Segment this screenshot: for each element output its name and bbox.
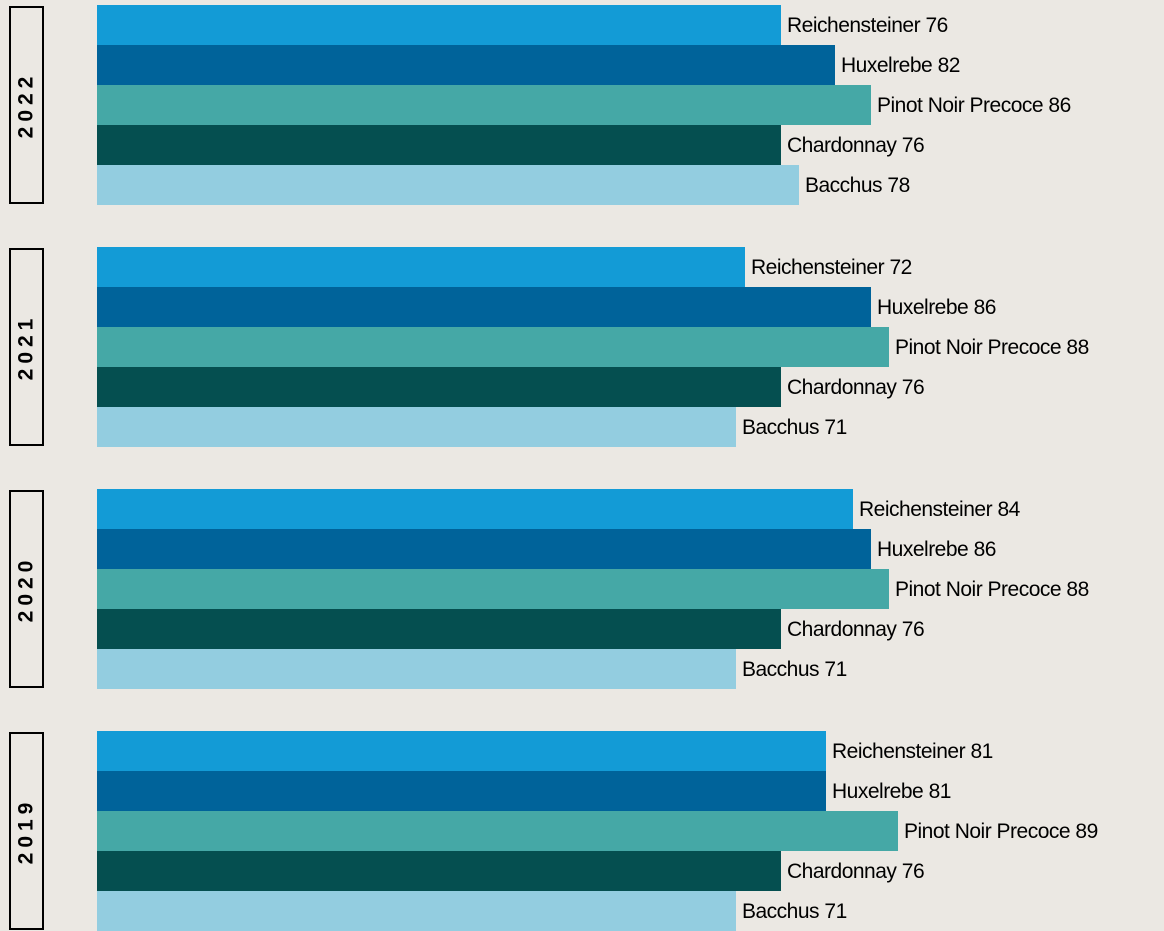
bar bbox=[97, 731, 826, 771]
series-name: Reichensteiner bbox=[859, 498, 993, 521]
bar-label: Reichensteiner 84 bbox=[859, 498, 1021, 521]
bar bbox=[97, 771, 826, 811]
value-label: 76 bbox=[902, 860, 924, 883]
bar bbox=[97, 85, 871, 125]
bar bbox=[97, 891, 736, 931]
bar-label: Huxelrebe 81 bbox=[832, 780, 951, 803]
series-name: Pinot Noir Precoce bbox=[895, 336, 1061, 359]
series-name: Chardonnay bbox=[787, 376, 897, 399]
value-label: 88 bbox=[1066, 578, 1088, 601]
series-name: Chardonnay bbox=[787, 134, 897, 157]
series-name: Bacchus bbox=[805, 174, 882, 197]
value-label: 82 bbox=[938, 54, 960, 77]
bar-label: Bacchus 78 bbox=[805, 174, 910, 197]
value-label: 81 bbox=[970, 740, 992, 763]
bar bbox=[97, 165, 799, 205]
bar bbox=[97, 529, 871, 569]
value-label: 88 bbox=[1066, 336, 1088, 359]
bar bbox=[97, 851, 781, 891]
bar-label: Chardonnay 76 bbox=[787, 376, 924, 399]
value-label: 76 bbox=[925, 14, 947, 37]
bar bbox=[97, 5, 781, 45]
series-name: Chardonnay bbox=[787, 618, 897, 641]
bar bbox=[97, 45, 835, 85]
bar bbox=[97, 649, 736, 689]
value-label: 76 bbox=[902, 618, 924, 641]
year-box bbox=[9, 248, 44, 446]
value-label: 86 bbox=[974, 296, 996, 319]
series-name: Chardonnay bbox=[787, 860, 897, 883]
value-label: 89 bbox=[1075, 820, 1097, 843]
bar bbox=[97, 569, 889, 609]
series-name: Reichensteiner bbox=[751, 256, 885, 279]
bar-label: Chardonnay 76 bbox=[787, 860, 924, 883]
bar-label: Chardonnay 76 bbox=[787, 618, 924, 641]
series-name: Reichensteiner bbox=[832, 740, 966, 763]
year-label: 2020 bbox=[15, 556, 38, 623]
series-name: Huxelrebe bbox=[877, 296, 968, 319]
value-label: 84 bbox=[997, 498, 1020, 521]
value-label: 71 bbox=[824, 900, 846, 923]
bar bbox=[97, 367, 781, 407]
value-label: 86 bbox=[974, 538, 996, 561]
series-name: Pinot Noir Precoce bbox=[904, 820, 1070, 843]
series-name: Pinot Noir Precoce bbox=[895, 578, 1061, 601]
bar-label: Huxelrebe 86 bbox=[877, 296, 996, 319]
year-box bbox=[9, 6, 44, 204]
year-label: 2019 bbox=[15, 798, 38, 865]
value-label: 76 bbox=[902, 376, 924, 399]
value-label: 71 bbox=[824, 416, 846, 439]
bar bbox=[97, 407, 736, 447]
bar bbox=[97, 811, 898, 851]
bar bbox=[97, 327, 889, 367]
series-name: Huxelrebe bbox=[877, 538, 968, 561]
year-label: 2022 bbox=[15, 72, 38, 139]
bar-label: Pinot Noir Precoce 88 bbox=[895, 578, 1089, 601]
bar bbox=[97, 489, 853, 529]
bar-label: Bacchus 71 bbox=[742, 658, 847, 681]
value-label: 81 bbox=[929, 780, 951, 803]
year-box bbox=[9, 732, 44, 930]
series-name: Bacchus bbox=[742, 900, 819, 923]
bar-label: Huxelrebe 86 bbox=[877, 538, 996, 561]
value-label: 76 bbox=[902, 134, 924, 157]
bar-label: Pinot Noir Precoce 88 bbox=[895, 336, 1089, 359]
bar bbox=[97, 609, 781, 649]
bar bbox=[97, 287, 871, 327]
year-label: 2021 bbox=[15, 314, 38, 381]
value-label: 71 bbox=[824, 658, 846, 681]
series-name: Bacchus bbox=[742, 658, 819, 681]
bar-label: Huxelrebe 82 bbox=[841, 54, 960, 77]
bar-label: Bacchus 71 bbox=[742, 416, 847, 439]
bar-label: Chardonnay 76 bbox=[787, 134, 924, 157]
year-box bbox=[9, 490, 44, 688]
series-name: Bacchus bbox=[742, 416, 819, 439]
value-label: 72 bbox=[889, 256, 911, 279]
bar bbox=[97, 125, 781, 165]
bar-label: Reichensteiner 76 bbox=[787, 14, 948, 37]
bar bbox=[97, 247, 745, 287]
value-label: 86 bbox=[1048, 94, 1070, 117]
series-name: Huxelrebe bbox=[832, 780, 923, 803]
value-label: 78 bbox=[887, 174, 909, 197]
bar-label: Pinot Noir Precoce 89 bbox=[904, 820, 1098, 843]
bar-label: Reichensteiner 81 bbox=[832, 740, 993, 763]
series-name: Pinot Noir Precoce bbox=[877, 94, 1043, 117]
bar-label: Pinot Noir Precoce 86 bbox=[877, 94, 1071, 117]
bar-label: Reichensteiner 72 bbox=[751, 256, 912, 279]
series-name: Reichensteiner bbox=[787, 14, 921, 37]
bar-label: Bacchus 71 bbox=[742, 900, 847, 923]
series-name: Huxelrebe bbox=[841, 54, 932, 77]
